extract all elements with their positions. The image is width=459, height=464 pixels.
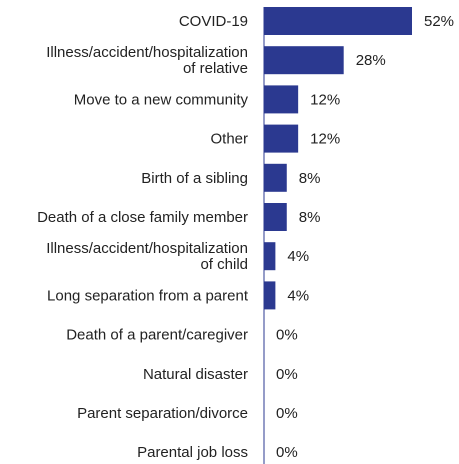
value-label: 4% — [287, 248, 309, 265]
category-label: COVID-19 — [179, 13, 248, 30]
bar — [264, 163, 287, 192]
bar — [264, 85, 299, 114]
value-label: 0% — [276, 327, 298, 344]
value-label: 8% — [299, 209, 321, 226]
value-label: 8% — [299, 170, 321, 187]
category-label: of relative — [183, 60, 248, 77]
category-label: Illness/accident/hospitalization — [46, 44, 248, 61]
value-label: 12% — [310, 131, 340, 148]
category-label: Birth of a sibling — [141, 170, 248, 187]
bars-layer — [264, 7, 412, 310]
category-label: Death of a parent/caregiver — [66, 327, 248, 344]
value-label: 28% — [356, 52, 386, 69]
value-labels-layer: 52% 28% 12% 12% 8% 8% 4% 4% 0% 0% 0% 0% — [276, 13, 454, 461]
bar — [264, 46, 344, 75]
value-label: 52% — [424, 13, 454, 30]
value-label: 4% — [287, 287, 309, 304]
category-labels-layer: COVID-19 Illness/accident/hospitalization… — [37, 13, 249, 461]
category-label: of child — [200, 256, 248, 273]
category-label: Illness/accident/hospitalization — [46, 240, 248, 257]
value-label: 0% — [276, 405, 298, 422]
category-label: Death of a close family member — [37, 209, 248, 226]
bar — [264, 7, 412, 35]
category-label: Long separation from a parent — [47, 287, 249, 304]
bar — [264, 281, 276, 310]
category-label: Parent separation/divorce — [77, 405, 248, 422]
value-label: 0% — [276, 366, 298, 383]
category-label: Parental job loss — [137, 444, 248, 461]
bar — [264, 242, 276, 271]
bar — [264, 203, 287, 231]
category-label: Move to a new community — [74, 91, 249, 108]
value-label: 12% — [310, 91, 340, 108]
category-label: Other — [210, 131, 248, 148]
category-label: Natural disaster — [143, 366, 248, 383]
bar — [264, 124, 299, 153]
value-label: 0% — [276, 444, 298, 461]
